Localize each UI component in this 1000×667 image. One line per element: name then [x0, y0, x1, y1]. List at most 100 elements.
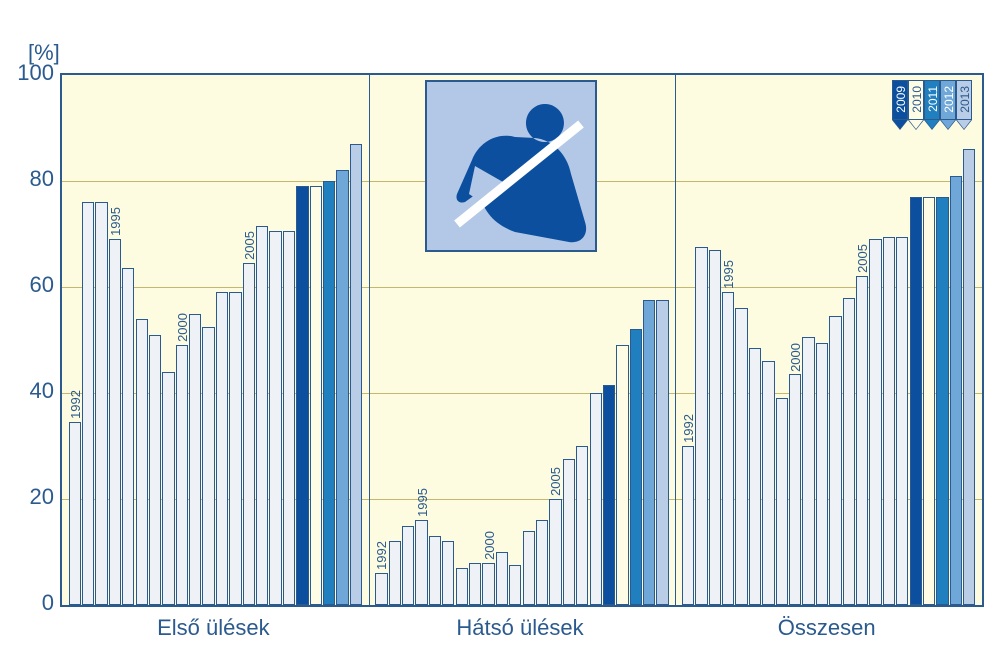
y-tick-label: 40	[12, 378, 54, 404]
bar	[963, 149, 975, 605]
gridline	[62, 287, 982, 288]
bar	[229, 292, 241, 605]
legend: 20092010201120122013	[892, 80, 972, 130]
bar	[95, 202, 107, 605]
bar	[856, 276, 868, 605]
bar	[643, 300, 655, 605]
seatbelt-svg	[427, 82, 595, 250]
bar	[816, 343, 828, 605]
bar	[630, 329, 642, 605]
x-group-label: Összesen	[673, 615, 980, 641]
y-tick-label: 20	[12, 484, 54, 510]
legend-year-label: 2009	[894, 86, 908, 113]
bar	[590, 393, 602, 605]
y-tick-label: 100	[12, 60, 54, 86]
bar	[523, 531, 535, 605]
y-tick-label: 0	[12, 590, 54, 616]
bar	[176, 345, 188, 605]
bar-year-label: 2000	[482, 531, 497, 560]
legend-item: 2012	[940, 80, 956, 130]
bar	[415, 520, 427, 605]
bar	[735, 308, 747, 605]
bar	[162, 372, 174, 605]
bar-year-label: 1992	[374, 541, 389, 570]
bar	[869, 239, 881, 605]
bar	[829, 316, 841, 605]
bar-year-label: 2000	[175, 313, 190, 342]
y-tick-label: 60	[12, 272, 54, 298]
bar	[69, 422, 81, 605]
bar	[722, 292, 734, 605]
bar	[563, 459, 575, 605]
bar	[243, 263, 255, 605]
bar	[695, 247, 707, 605]
bar	[296, 186, 308, 605]
seatbelt-icon	[425, 80, 597, 252]
bar	[776, 398, 788, 605]
bar	[136, 319, 148, 605]
bar	[216, 292, 228, 605]
legend-item: 2013	[956, 80, 972, 130]
x-group-label: Hátsó ülések	[367, 615, 674, 641]
bar	[122, 268, 134, 605]
bar	[336, 170, 348, 605]
bar-year-label: 2000	[788, 343, 803, 372]
bar-year-label: 2005	[855, 244, 870, 273]
bar	[202, 327, 214, 605]
legend-year-label: 2011	[926, 86, 940, 112]
bar	[442, 541, 454, 605]
bar	[482, 563, 494, 605]
bar	[910, 197, 922, 605]
bar	[762, 361, 774, 605]
bar	[402, 526, 414, 606]
bar	[896, 237, 908, 605]
bar	[682, 446, 694, 605]
bar	[603, 385, 615, 605]
bar	[350, 144, 362, 605]
group-separator	[369, 75, 370, 605]
bar	[883, 237, 895, 605]
legend-item: 2011	[924, 80, 940, 130]
legend-item: 2009	[892, 80, 908, 130]
bar	[749, 348, 761, 605]
legend-swatch: 2012	[940, 80, 956, 120]
bar	[389, 541, 401, 605]
bar-year-label: 1995	[721, 260, 736, 289]
bar	[923, 197, 935, 605]
bar	[310, 186, 322, 605]
bar-year-label: 1992	[68, 390, 83, 419]
bar	[496, 552, 508, 605]
bar	[375, 573, 387, 605]
x-group-label: Első ülések	[60, 615, 367, 641]
y-tick-label: 80	[12, 166, 54, 192]
bar	[456, 568, 468, 605]
bar-year-label: 2005	[548, 467, 563, 496]
legend-year-label: 2012	[942, 86, 956, 113]
bar	[429, 536, 441, 605]
bar	[256, 226, 268, 605]
bar-year-label: 1992	[681, 414, 696, 443]
bar	[149, 335, 161, 605]
bar	[950, 176, 962, 605]
bar-year-label: 1995	[108, 207, 123, 236]
bar	[802, 337, 814, 605]
bar	[189, 314, 201, 606]
group-separator	[675, 75, 676, 605]
legend-year-label: 2010	[910, 86, 924, 113]
bar-year-label: 1995	[415, 488, 430, 517]
legend-swatch: 2011	[924, 80, 940, 120]
bar	[82, 202, 94, 605]
bar	[109, 239, 121, 605]
bar	[269, 231, 281, 605]
chart-container: [%] 020406080100 19921995200020051992199…	[0, 0, 1000, 667]
bar	[283, 231, 295, 605]
bar	[576, 446, 588, 605]
legend-swatch: 2013	[956, 80, 972, 120]
legend-year-label: 2013	[958, 86, 972, 113]
legend-swatch: 2010	[908, 80, 924, 120]
bar	[843, 298, 855, 605]
bar	[936, 197, 948, 605]
bar	[469, 563, 481, 605]
bar	[323, 181, 335, 605]
legend-swatch: 2009	[892, 80, 908, 120]
